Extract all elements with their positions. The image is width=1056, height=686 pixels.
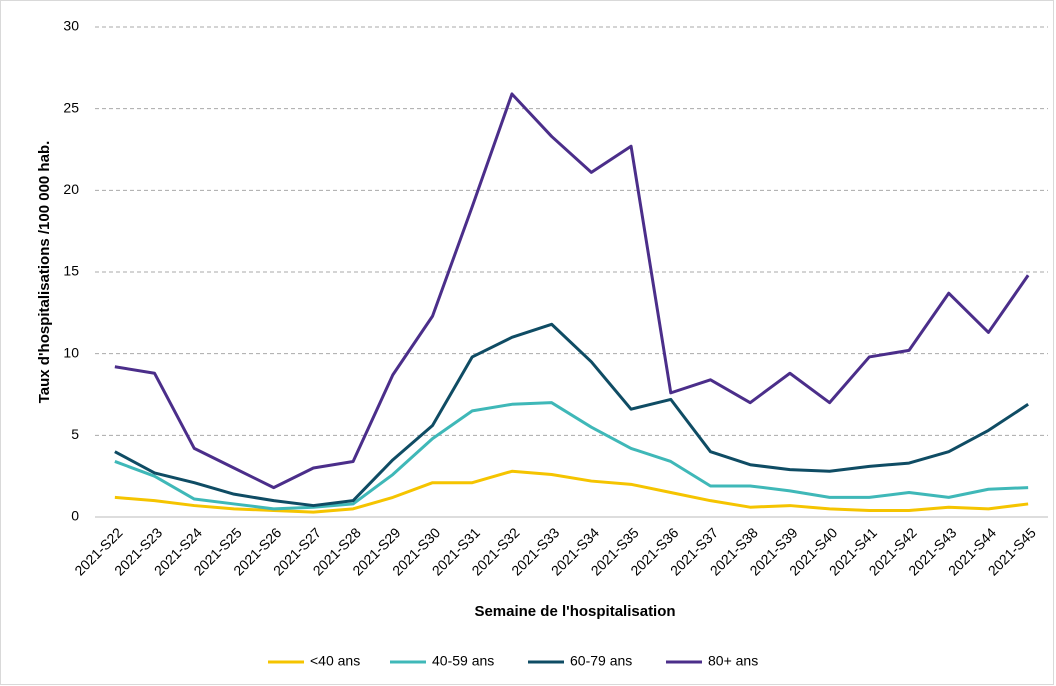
y-tick-label: 10 xyxy=(63,344,79,360)
series-line xyxy=(114,322,1029,508)
series-line xyxy=(114,469,1029,514)
y-tick-label: 30 xyxy=(63,18,79,34)
x-axis-title: Semaine de l'hospitalisation xyxy=(474,603,675,620)
series-line xyxy=(114,401,1029,511)
y-tick-label: 25 xyxy=(63,99,79,115)
y-tick-label: 0 xyxy=(71,508,79,524)
legend-label: 80+ ans xyxy=(708,653,758,669)
series-line xyxy=(114,92,1030,490)
y-axis-title: Taux d'hospitalisations /100 000 hab. xyxy=(36,141,53,404)
legend-label: <40 ans xyxy=(310,653,360,669)
y-tick-label: 20 xyxy=(63,181,79,197)
legend-label: 40-59 ans xyxy=(432,653,494,669)
y-tick-label: 15 xyxy=(63,263,79,279)
legend-label: 60-79 ans xyxy=(570,653,632,669)
y-tick-label: 5 xyxy=(71,426,79,442)
